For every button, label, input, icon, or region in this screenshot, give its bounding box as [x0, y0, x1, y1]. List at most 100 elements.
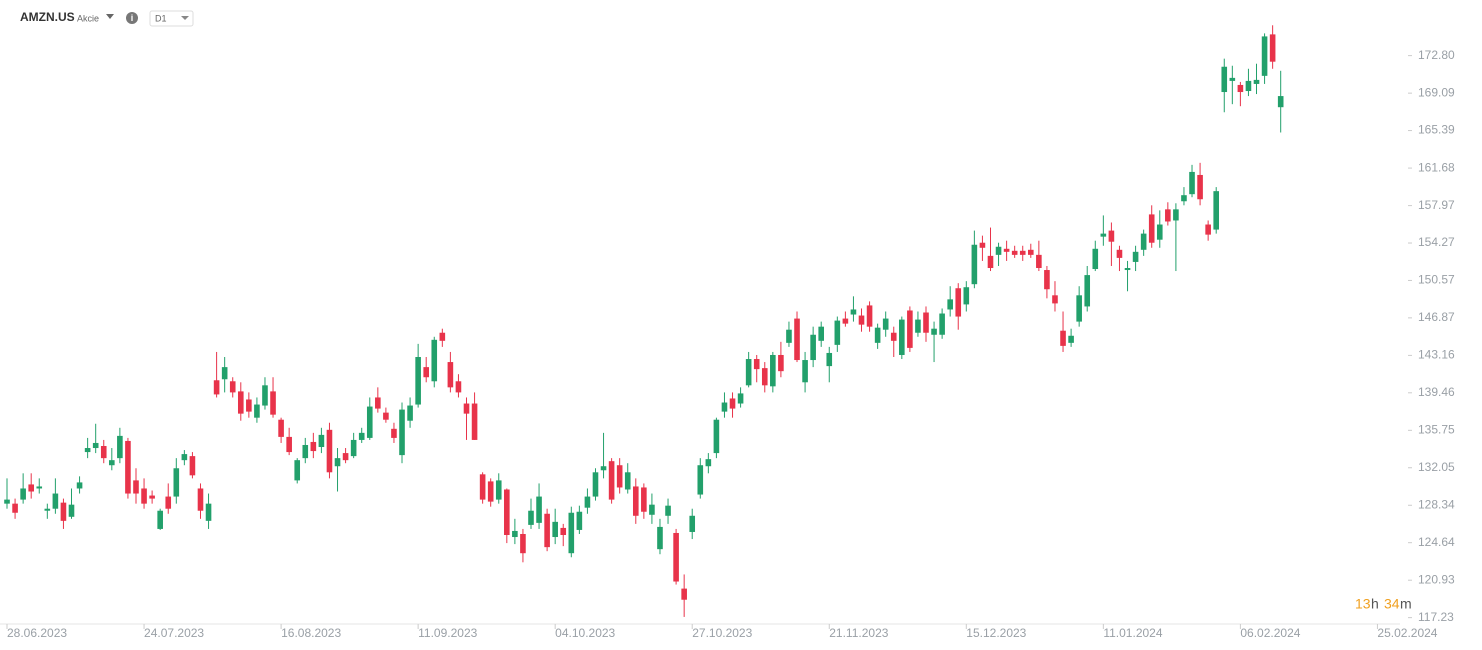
y-tick-label: 169.09	[1418, 85, 1455, 99]
candle-body	[1205, 224, 1211, 235]
x-tick-label: 11.09.2023	[418, 626, 477, 640]
y-tick-label: 124.64	[1418, 535, 1455, 549]
candle-body	[858, 315, 865, 325]
candle-body	[44, 508, 51, 511]
candle-body	[794, 318, 800, 361]
candle-body	[649, 504, 655, 515]
candle-body	[560, 527, 567, 536]
candle-body	[463, 403, 470, 414]
candle-body	[399, 409, 405, 456]
y-tick-label: 120.93	[1418, 572, 1455, 586]
candle-body	[1261, 36, 1268, 76]
candle-body	[616, 465, 623, 488]
candle-body	[890, 332, 897, 341]
candle-body	[842, 318, 849, 324]
candle-body	[923, 312, 929, 333]
interval-select[interactable]	[149, 10, 194, 27]
candle-body	[1116, 249, 1123, 258]
candle-body	[834, 320, 841, 345]
candle-body	[1269, 34, 1276, 62]
y-tick-label: 154.27	[1418, 235, 1455, 249]
x-tick-label: 16.08.2023	[281, 626, 341, 640]
candle-body	[979, 242, 986, 248]
candle-body	[318, 434, 325, 448]
x-tick-label: 15.12.2023	[966, 626, 1026, 640]
x-tick-label: 27.10.2023	[692, 626, 752, 640]
info-icon[interactable]	[126, 12, 138, 24]
y-tick-label: 161.68	[1418, 160, 1455, 174]
candle-body	[350, 439, 357, 457]
countdown-hours-unit: h	[1371, 596, 1379, 612]
candle-body	[826, 352, 833, 367]
candle-body	[810, 334, 816, 361]
candle-body	[391, 428, 397, 438]
candle-body	[286, 436, 292, 453]
candle-body	[1044, 270, 1050, 290]
candle-body	[423, 367, 429, 378]
candle-body	[1027, 249, 1034, 255]
candle-body	[302, 444, 309, 459]
candle-body	[584, 496, 591, 508]
candle-body	[1076, 295, 1082, 322]
candle-body	[544, 513, 550, 548]
candle-body	[76, 482, 83, 489]
candle-body	[1148, 214, 1155, 243]
candle-body	[697, 465, 704, 495]
candle-body	[512, 530, 518, 538]
y-tick-label: 143.16	[1418, 348, 1455, 362]
candle-body	[52, 493, 59, 509]
candle-body	[431, 339, 438, 382]
instrument-kind: Akcie	[77, 13, 99, 23]
candle-body	[592, 472, 599, 497]
candle-body	[737, 393, 744, 404]
candle-body	[237, 391, 244, 414]
candle-body	[899, 319, 905, 355]
y-tick-label: 165.39	[1418, 123, 1455, 137]
candle-body	[36, 486, 43, 489]
candle-body	[1100, 233, 1107, 237]
candle-body	[971, 244, 978, 285]
candle-body	[197, 488, 204, 511]
candle-body	[334, 458, 341, 467]
candle-body	[1189, 171, 1195, 195]
candle-body	[1221, 66, 1228, 93]
candle-body	[536, 496, 542, 523]
y-tick-label: 150.57	[1418, 273, 1455, 287]
y-tick-label: 139.46	[1418, 385, 1455, 399]
candle-body	[173, 468, 180, 497]
candle-body	[20, 488, 26, 500]
candle-body	[778, 354, 784, 372]
y-tick-label: 146.87	[1418, 310, 1455, 324]
candle-body	[12, 503, 18, 513]
candle-body	[1173, 209, 1179, 221]
candle-body	[713, 419, 720, 454]
candle-body	[1229, 77, 1236, 81]
candle-body	[874, 327, 881, 343]
candle-body	[342, 453, 349, 461]
candle-body	[520, 533, 526, 554]
candle-body	[294, 460, 301, 481]
interval-dropdown	[181, 16, 189, 20]
candle-body	[383, 412, 389, 420]
candle-body	[141, 488, 147, 504]
candle-body	[157, 510, 163, 529]
symbol[interactable]: AMZN.US	[20, 10, 75, 24]
candle-body	[608, 461, 615, 500]
candle-body	[624, 472, 631, 490]
candle-body	[407, 405, 413, 421]
candle-body	[1068, 335, 1074, 343]
interval: D1	[155, 13, 167, 23]
candle-body	[479, 474, 486, 500]
candle-body	[495, 480, 502, 500]
candle-body	[1237, 84, 1244, 93]
candle-body	[100, 446, 107, 459]
symbol-dropdown[interactable]	[106, 14, 114, 19]
candle-body	[1003, 248, 1010, 252]
candle-body	[995, 246, 1002, 255]
candle-body	[125, 440, 131, 494]
candle-body	[455, 381, 462, 393]
candle-body	[729, 398, 736, 409]
candle-body	[246, 399, 252, 412]
candle-body	[358, 432, 365, 440]
